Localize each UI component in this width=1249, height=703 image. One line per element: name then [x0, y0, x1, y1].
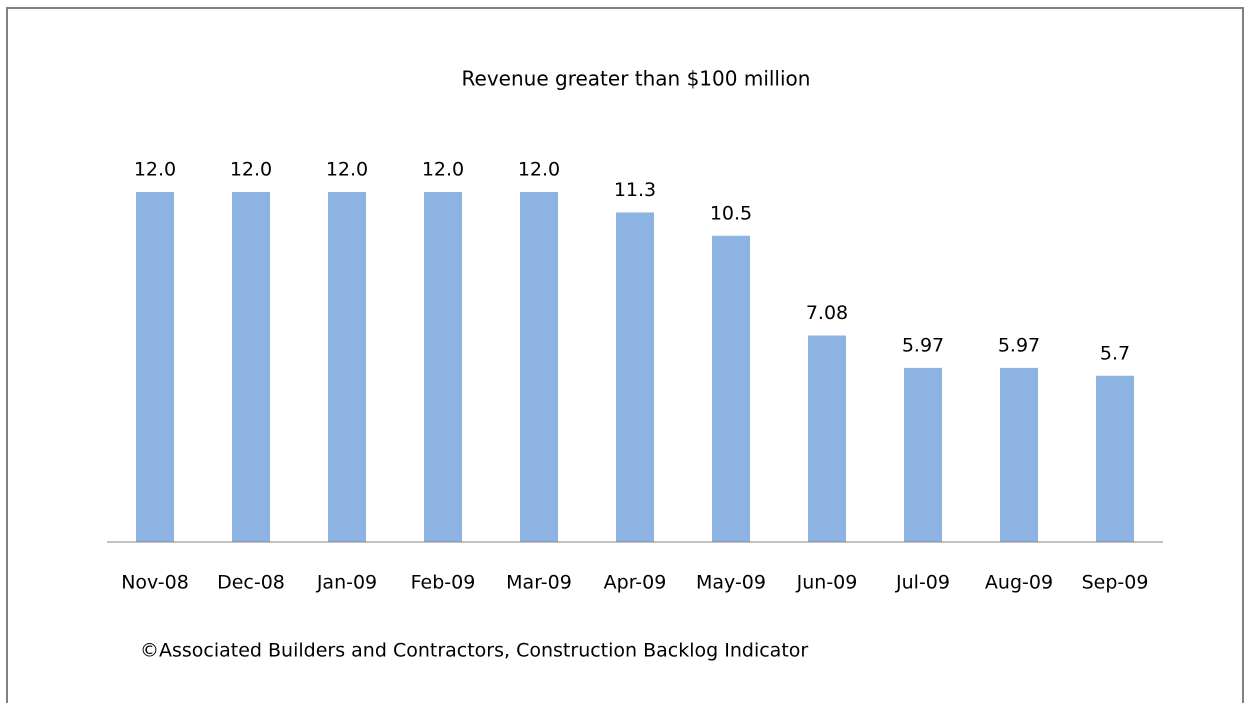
data-label: 12.0: [230, 159, 272, 181]
x-tick-label: Jan-09: [316, 572, 377, 594]
x-tick-label: Aug-09: [985, 572, 1053, 594]
bar: [424, 192, 462, 542]
bar: [1000, 367, 1038, 542]
bar: [232, 192, 270, 542]
x-tick-label: Nov-08: [121, 572, 189, 594]
bar: [136, 192, 174, 542]
data-label: 10.5: [710, 202, 752, 224]
chart-frame: [6, 7, 1244, 703]
x-tick-label: Feb-09: [411, 572, 476, 594]
x-tick-label: Dec-08: [217, 572, 285, 594]
bar: [520, 192, 558, 542]
data-label: 5.97: [998, 334, 1040, 356]
chart-title: Revenue greater than $100 million: [462, 67, 811, 91]
data-label: 5.97: [902, 334, 944, 356]
data-label: 7.08: [806, 302, 848, 324]
data-label: 11.3: [614, 179, 656, 201]
x-tick-label: Jul-09: [895, 572, 950, 594]
bar: [328, 192, 366, 542]
x-tick-label: Jun-09: [796, 572, 858, 594]
data-label: 12.0: [326, 159, 368, 181]
data-label: 12.0: [422, 159, 464, 181]
source-note: ©Associated Builders and Contractors, Co…: [140, 640, 808, 662]
data-label: 12.0: [518, 159, 560, 181]
x-tick-label: Apr-09: [604, 572, 667, 594]
bar: [808, 335, 846, 542]
bar: [904, 367, 942, 542]
data-label: 12.0: [134, 159, 176, 181]
x-tick-label: Sep-09: [1082, 572, 1149, 594]
bar: [1096, 375, 1134, 542]
bar: [712, 235, 750, 542]
bar: [616, 212, 654, 542]
x-tick-label: May-09: [696, 572, 766, 594]
x-tick-label: Mar-09: [506, 572, 572, 594]
data-label: 5.7: [1100, 342, 1130, 364]
